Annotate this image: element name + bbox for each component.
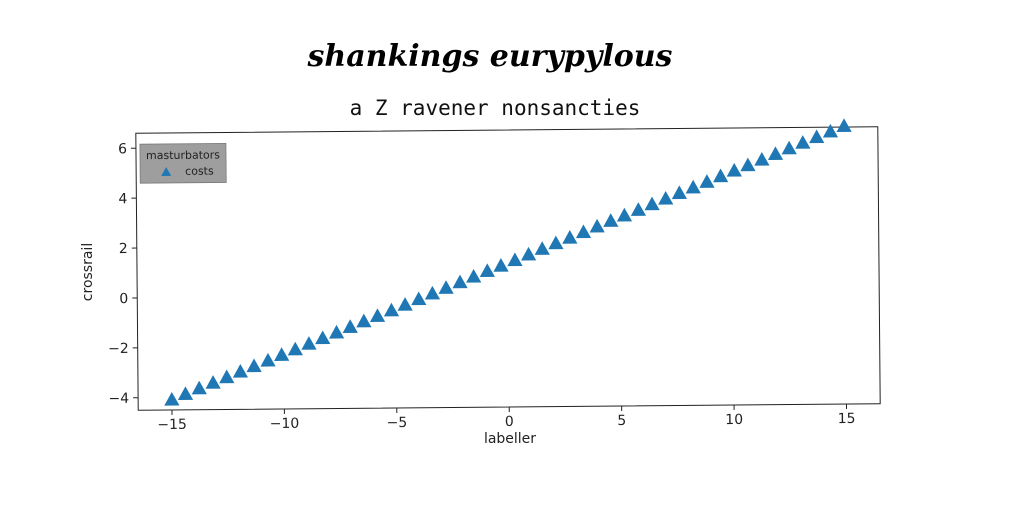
- data-point-triangle: [507, 252, 523, 267]
- data-point-triangle: [301, 336, 317, 350]
- data-point-triangle: [191, 380, 207, 395]
- y-tick-label: 6: [118, 141, 127, 157]
- x-tick-label: 5: [617, 413, 626, 429]
- x-axis: −15 −10 −5 0 5 10 15: [157, 404, 856, 433]
- data-point-triangle: [548, 235, 564, 250]
- data-point-triangle: [616, 207, 633, 222]
- data-point-triangle: [315, 330, 331, 345]
- x-tick-label: −5: [387, 415, 408, 431]
- data-point-triangle: [562, 230, 578, 244]
- data-point-triangle: [521, 246, 537, 261]
- legend-marker-triangle-icon: [161, 166, 172, 177]
- legend: masturbators costs: [139, 143, 227, 184]
- x-tick-label: 10: [725, 412, 743, 428]
- data-point-triangle: [809, 129, 825, 144]
- series-costs: [164, 118, 852, 406]
- data-point-triangle: [260, 352, 276, 367]
- y-tick-label: 2: [119, 241, 128, 257]
- data-point-triangle: [658, 191, 674, 205]
- data-point-triangle: [383, 302, 400, 317]
- plot-frame: [135, 126, 881, 411]
- y-axis: −4 −2 0 2 4 6: [108, 141, 139, 407]
- data-point-triangle: [466, 269, 482, 283]
- data-point-triangle: [713, 168, 729, 183]
- data-point-triangle: [232, 363, 249, 378]
- data-point-triangle: [411, 291, 427, 306]
- data-point-triangle: [438, 280, 454, 294]
- data-point-triangle: [795, 135, 811, 149]
- data-point-triangle: [246, 358, 262, 373]
- data-point-triangle: [575, 224, 592, 239]
- y-axis-label: crossrail: [80, 243, 96, 301]
- data-point-triangle: [699, 174, 715, 188]
- data-point-triangle: [781, 140, 797, 155]
- x-tick-label: 15: [838, 411, 856, 427]
- data-point-triangle: [397, 297, 413, 311]
- chart-title: shankings eurypylous: [307, 39, 673, 74]
- data-point-triangle: [685, 179, 701, 194]
- data-point-triangle: [603, 213, 619, 227]
- data-point-triangle: [329, 324, 345, 339]
- data-point-triangle: [822, 123, 839, 138]
- data-point-triangle: [177, 386, 194, 400]
- data-point-triangle: [644, 196, 660, 211]
- data-point-triangle: [671, 185, 688, 200]
- y-tick-label: 4: [118, 191, 127, 207]
- x-tick-label: 0: [505, 414, 514, 430]
- data-point-triangle: [164, 391, 180, 406]
- plot-area: −15 −10 −5 0 5 10 15 −4 −2 0 2 4 6 masturbators cos…: [108, 118, 881, 433]
- data-point-triangle: [452, 274, 468, 289]
- y-tick-label: 0: [119, 291, 128, 307]
- data-point-triangle: [479, 263, 495, 278]
- x-tick-label: −10: [270, 416, 300, 432]
- y-tick-label: −2: [108, 341, 129, 357]
- x-tick-label: −15: [157, 417, 187, 433]
- data-point-triangle: [767, 146, 784, 161]
- data-point-triangle: [369, 308, 386, 323]
- data-point-triangle: [740, 157, 756, 172]
- data-point-triangle: [493, 258, 509, 272]
- data-point-triangle: [356, 313, 372, 328]
- data-point-triangle: [726, 162, 742, 177]
- data-point-triangle: [424, 285, 441, 300]
- data-point-triangle: [836, 118, 852, 133]
- y-tick-label: −4: [108, 391, 129, 407]
- chart-subtitle: a Z ravener nonsancties: [350, 96, 641, 120]
- x-axis-label: labeller: [484, 431, 536, 447]
- data-point-triangle: [287, 341, 303, 356]
- data-point-triangle: [754, 151, 770, 166]
- data-point-triangle: [205, 375, 221, 389]
- data-point-triangle: [274, 347, 290, 361]
- data-point-triangle: [534, 241, 550, 255]
- data-point-triangle: [589, 218, 605, 233]
- data-point-triangle: [342, 319, 358, 333]
- data-point-triangle: [630, 202, 647, 216]
- legend-title: masturbators: [146, 149, 220, 163]
- data-point-triangle: [219, 369, 235, 384]
- legend-box: [139, 143, 227, 184]
- legend-entry-costs: costs: [185, 165, 214, 178]
